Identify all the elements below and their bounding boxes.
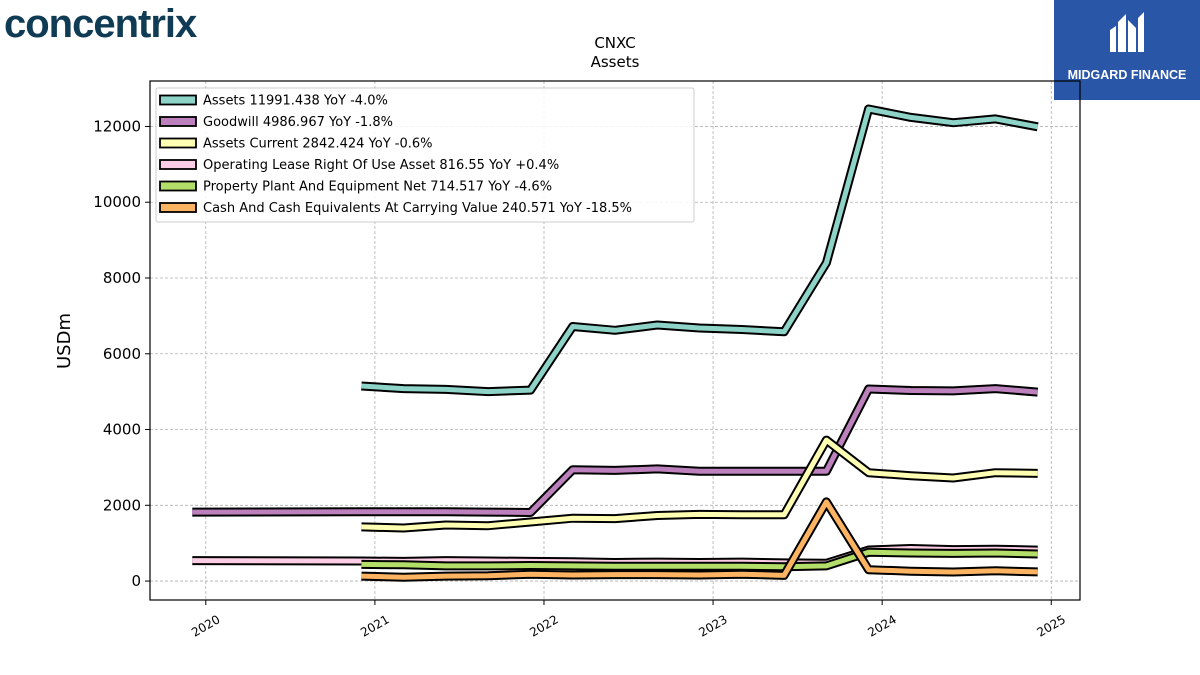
series-assets [361, 104, 1039, 397]
midgard-finance-logo: MIDGARD FINANCE [1054, 0, 1200, 100]
legend-swatch [159, 137, 197, 149]
series-line [361, 437, 1038, 531]
legend-swatch [159, 180, 197, 192]
legend-box [155, 87, 695, 223]
midgard-finance-text: MIDGARD FINANCE [1067, 68, 1187, 82]
y-tick-label: 12000 [93, 117, 141, 135]
legend-swatch [159, 116, 197, 127]
legend: Assets 11991.438 YoY -4.0% Goodwill 4986.… [155, 87, 695, 223]
plot-frame [149, 80, 1081, 601]
midgard-emblem-icon [1110, 12, 1144, 52]
series-line [361, 549, 1038, 570]
legend-swatch [159, 94, 197, 106]
y-tick-label: 4000 [103, 421, 141, 439]
y-tick-label: 0 [131, 572, 141, 590]
series-line [361, 106, 1039, 395]
concentrix-logo: concentrix [4, 2, 197, 47]
y-tick-label: 6000 [103, 345, 141, 363]
series-ppe [361, 547, 1038, 572]
series-cash [361, 497, 1038, 582]
x-tick-label: 2022 [527, 612, 560, 639]
concentrix-logo-text: concentrix [4, 2, 197, 46]
series-assets_current [361, 435, 1038, 533]
legend-entry: Assets Current 2842.424 YoY -0.6% [203, 137, 433, 152]
legend-entry: Cash And Cash Equivalents At Carrying Va… [203, 201, 632, 216]
y-tick-label: 10000 [93, 193, 141, 211]
legend-swatch [159, 202, 197, 213]
series-line [192, 386, 1038, 515]
series-goodwill [192, 384, 1039, 517]
chart-title: CNXC [594, 34, 635, 52]
legend-entry: Assets 11991.438 YoY -4.0% [203, 94, 388, 109]
x-tick-label: 2024 [865, 612, 898, 639]
x-tick-label: 2023 [696, 612, 729, 639]
series-line-outline [192, 384, 1039, 517]
y-tick-label: 2000 [103, 496, 141, 514]
x-tick-label: 2025 [1035, 612, 1068, 639]
legend-entry: Property Plant And Equipment Net 714.517… [203, 180, 552, 195]
x-tick-label: 2021 [358, 612, 391, 639]
legend-entry: Goodwill 4986.967 YoY -1.8% [203, 115, 393, 130]
chart-subtitle: Assets [591, 53, 640, 71]
y-tick-label: 8000 [103, 269, 141, 287]
series-line [361, 499, 1038, 580]
series-lines [192, 104, 1039, 582]
legend-entry: Operating Lease Right Of Use Asset 816.5… [203, 158, 559, 173]
y-axis-label: USDm [54, 313, 75, 369]
legend-swatch [159, 159, 197, 170]
x-tick-label: 2020 [189, 612, 222, 639]
